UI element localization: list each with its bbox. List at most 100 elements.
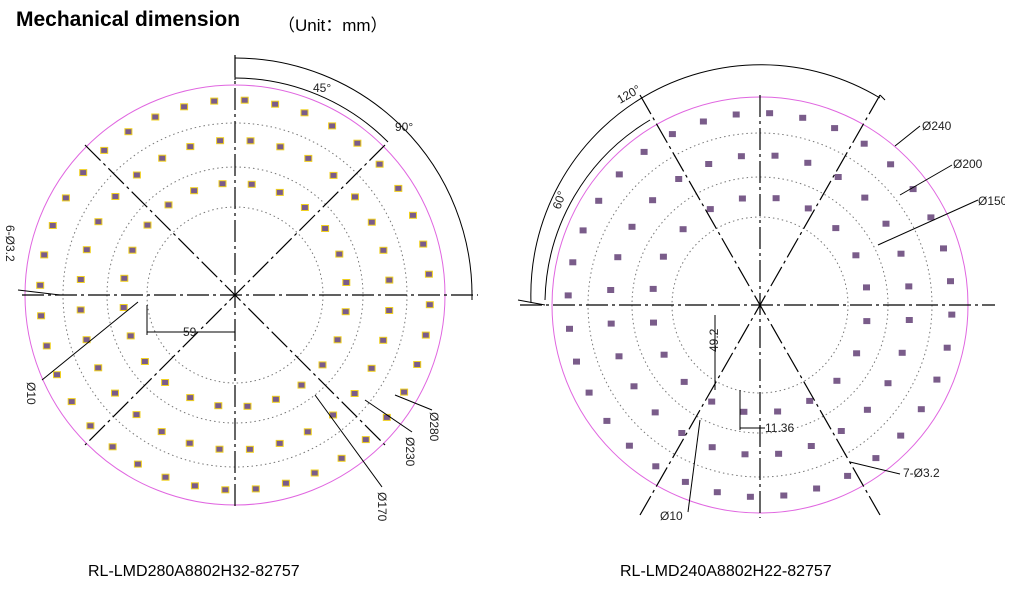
led-chip bbox=[607, 320, 615, 327]
right-angle-60-label: 60° bbox=[550, 189, 569, 211]
led-chip bbox=[705, 161, 713, 167]
led-chip bbox=[161, 379, 170, 386]
led-chip bbox=[564, 292, 572, 299]
led-chip bbox=[351, 193, 359, 201]
led-chip bbox=[86, 422, 95, 430]
led-chip bbox=[640, 148, 648, 155]
led-chip bbox=[37, 312, 46, 320]
led-chip bbox=[425, 301, 434, 309]
led-chip bbox=[909, 186, 917, 193]
led-chip bbox=[706, 206, 714, 213]
led-chip bbox=[898, 349, 906, 356]
led-chip bbox=[917, 406, 925, 413]
led-chip bbox=[708, 398, 716, 405]
led-chip bbox=[863, 406, 871, 413]
led-chip bbox=[409, 211, 417, 219]
left-d280-label: Ø280 bbox=[427, 412, 441, 442]
right-dim-1136-label: 11.36 bbox=[765, 421, 794, 435]
led-chip bbox=[143, 221, 152, 229]
led-chip bbox=[804, 205, 812, 212]
led-chip bbox=[738, 195, 746, 202]
led-chip bbox=[271, 395, 280, 403]
led-chip bbox=[852, 252, 860, 259]
led-chip bbox=[350, 390, 359, 397]
led-chip bbox=[927, 214, 935, 221]
led-chip bbox=[215, 445, 224, 453]
led-chip bbox=[853, 350, 861, 357]
led-chip bbox=[799, 114, 807, 121]
led-chip bbox=[806, 397, 814, 404]
led-chip bbox=[566, 325, 573, 332]
led-chip bbox=[595, 197, 603, 204]
led-chip bbox=[100, 146, 109, 154]
led-chip bbox=[807, 443, 815, 449]
led-chip bbox=[628, 223, 636, 230]
led-chip bbox=[650, 319, 657, 326]
led-chip bbox=[832, 225, 840, 232]
led-chip bbox=[367, 218, 376, 226]
led-chip bbox=[872, 455, 880, 462]
led-chip bbox=[132, 411, 141, 419]
left-d10-label: Ø10 bbox=[24, 382, 38, 405]
led-chip bbox=[652, 463, 660, 470]
right-board-drawing: 120° 60° Ø240 Ø200 Ø150 Ø10 7-Ø3.2 49.2 … bbox=[517, 64, 1005, 523]
led-chip bbox=[630, 383, 638, 390]
right-model-caption: RL-LMD240A8802H22-82757 bbox=[620, 563, 832, 580]
led-chip bbox=[36, 281, 45, 289]
led-chip bbox=[367, 364, 376, 372]
led-chip bbox=[708, 444, 716, 451]
led-chip bbox=[214, 402, 223, 410]
led-chip bbox=[120, 274, 129, 282]
led-chip bbox=[341, 308, 350, 316]
led-chip bbox=[329, 171, 338, 179]
led-chip bbox=[275, 439, 284, 447]
led-chip bbox=[128, 246, 137, 254]
led-chip bbox=[379, 336, 388, 344]
led-chip bbox=[186, 394, 195, 402]
led-chip bbox=[111, 389, 119, 397]
led-chip bbox=[157, 428, 166, 436]
led-chip bbox=[245, 445, 254, 453]
led-chip bbox=[837, 428, 845, 434]
led-chip bbox=[281, 479, 290, 487]
right-dim-492-label: 49.2 bbox=[707, 328, 721, 352]
led-chip bbox=[713, 489, 721, 496]
right-d200-label: Ø200 bbox=[953, 157, 983, 171]
led-chip bbox=[151, 113, 160, 121]
led-chip bbox=[732, 111, 740, 118]
led-chip bbox=[607, 287, 615, 293]
left-d170-label: Ø170 bbox=[375, 492, 389, 522]
led-chip bbox=[210, 97, 219, 105]
led-chip bbox=[679, 226, 687, 233]
led-chip bbox=[385, 276, 394, 284]
led-chip bbox=[887, 161, 895, 168]
led-chip bbox=[53, 371, 61, 379]
led-chip bbox=[585, 389, 593, 396]
led-chip bbox=[190, 482, 199, 490]
led-chip bbox=[780, 492, 788, 499]
led-chip bbox=[300, 204, 309, 211]
led-chip bbox=[300, 109, 309, 117]
led-chip bbox=[659, 253, 667, 260]
led-chip bbox=[94, 364, 103, 372]
led-chip bbox=[76, 276, 85, 283]
led-chip bbox=[82, 246, 91, 254]
led-chip bbox=[860, 140, 868, 147]
left-model-caption: RL-LMD280A8802H32-82757 bbox=[88, 563, 300, 580]
led-chip bbox=[126, 332, 135, 340]
led-chip bbox=[863, 284, 870, 291]
led-chip bbox=[379, 246, 388, 254]
led-chip bbox=[699, 118, 707, 125]
led-chip bbox=[251, 485, 260, 493]
led-chip bbox=[660, 351, 668, 358]
led-chip bbox=[297, 381, 306, 389]
led-chip bbox=[180, 103, 189, 111]
unit-note: （Unit：mm） bbox=[278, 16, 388, 35]
led-chip bbox=[947, 278, 954, 285]
led-chip bbox=[218, 180, 227, 188]
led-chip bbox=[303, 428, 312, 436]
right-angle-120-label: 120° bbox=[615, 82, 644, 107]
led-chip bbox=[940, 245, 947, 252]
led-chip bbox=[216, 137, 225, 145]
led-chip bbox=[813, 485, 821, 492]
